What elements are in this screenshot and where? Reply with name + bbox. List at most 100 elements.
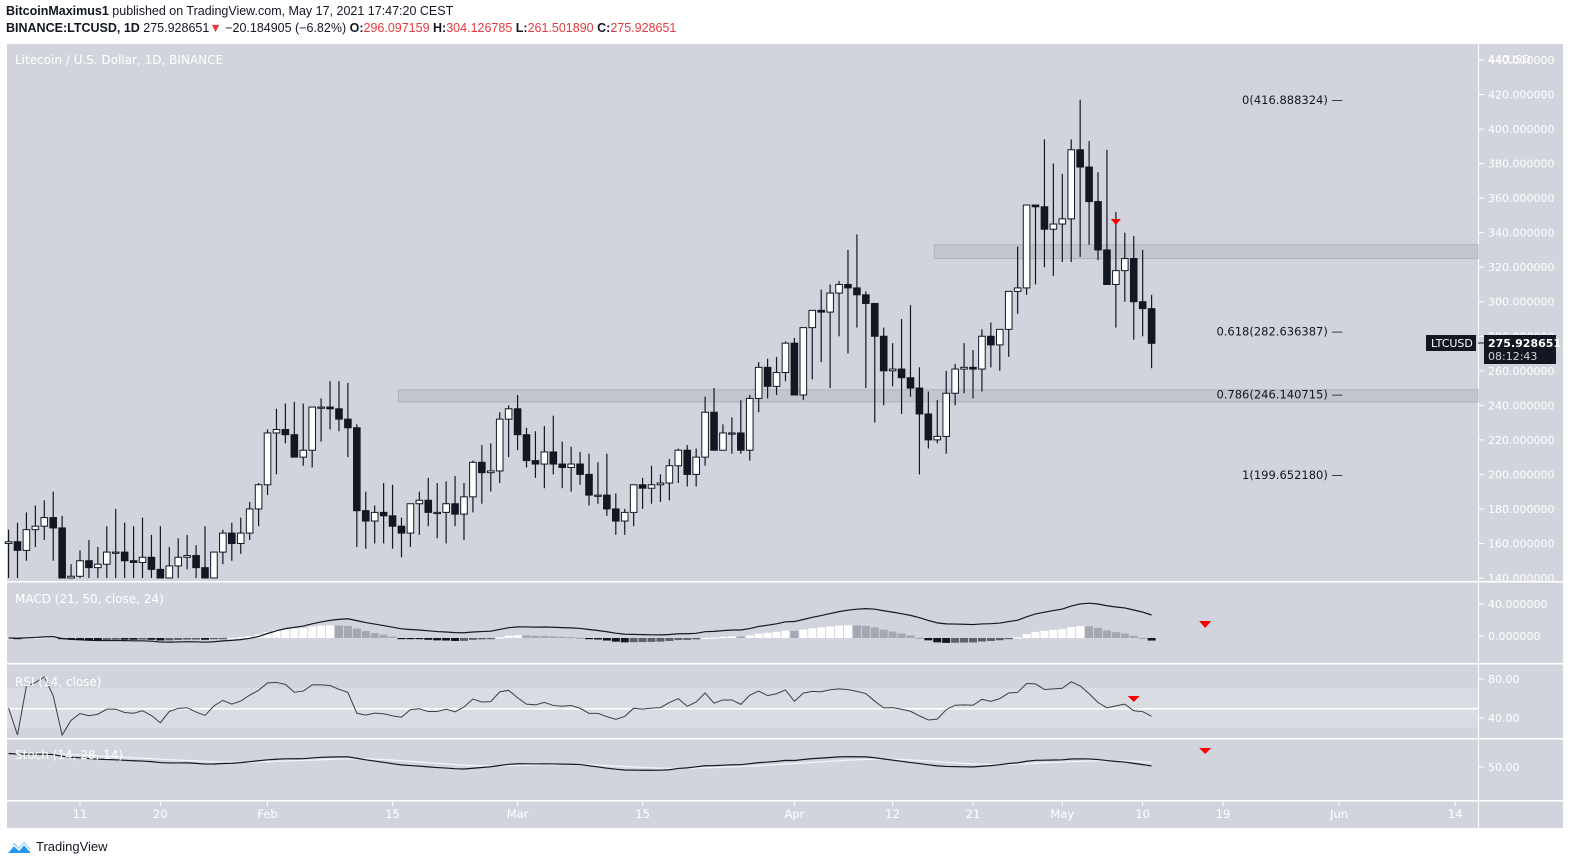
candle: [683, 449, 692, 475]
candle: [906, 377, 915, 389]
candle: [754, 366, 763, 399]
time-tick: 19: [1216, 807, 1231, 821]
bearish-marker-icon: [1110, 219, 1121, 225]
candle: [272, 429, 281, 434]
candle: [165, 565, 174, 579]
price-tick: 440.000000: [1488, 54, 1554, 67]
bearish-marker-icon: [1199, 748, 1212, 754]
candle: [442, 503, 450, 513]
candle: [745, 397, 754, 451]
candle: [799, 327, 808, 396]
candle: [1121, 258, 1129, 272]
time-tick: 10: [1135, 807, 1150, 821]
price-tick: 240.000000: [1488, 399, 1554, 412]
price-change: −20.184905 (−6.82%): [225, 21, 347, 35]
candle: [1013, 287, 1022, 292]
time-tick: 12: [885, 807, 900, 821]
price-tick: 400.000000: [1488, 123, 1554, 136]
candle: [415, 499, 424, 505]
candle: [326, 406, 334, 410]
candle: [924, 413, 933, 441]
time-tick: Apr: [784, 807, 804, 821]
candle: [629, 484, 638, 513]
symbol-info: BINANCE:LTCUSD, 1D 275.928651▼ −20.18490…: [6, 21, 676, 35]
candle: [58, 527, 66, 579]
candle: [406, 503, 415, 534]
price-tick: 220.000000: [1488, 434, 1554, 447]
candle: [1004, 290, 1013, 330]
price-tick: 340.000000: [1488, 227, 1554, 240]
price-tag-symbol: LTCUSD: [1431, 337, 1473, 350]
candle: [942, 392, 951, 437]
candle: [4, 541, 13, 544]
stoch-pane: [8, 748, 1212, 771]
time-tick: Mar: [507, 807, 529, 821]
time-tick: 15: [385, 807, 400, 821]
candle: [1067, 149, 1076, 220]
stoch-label: Stoch (14, 28, 14): [15, 748, 123, 762]
candle: [495, 418, 504, 472]
candle: [888, 368, 897, 372]
candle: [174, 556, 183, 567]
price-tick: 160.000000: [1488, 537, 1554, 550]
candle: [129, 560, 138, 563]
price-tick: 320.000000: [1488, 261, 1554, 274]
candle: [1129, 258, 1138, 303]
tradingview-logo-icon: [7, 842, 31, 853]
price-tag: LTCUSD 275.928651 08:12:43: [1426, 335, 1561, 364]
candle: [1112, 270, 1120, 285]
candle: [862, 294, 870, 304]
candle: [111, 551, 120, 554]
last-price: 275.928651: [143, 21, 210, 35]
time-tick: 11: [73, 807, 88, 821]
candle: [522, 434, 531, 462]
candle: [13, 541, 22, 551]
candle: [665, 465, 674, 484]
candle: [120, 551, 129, 562]
candle: [1049, 223, 1058, 230]
time-tick: 15: [635, 807, 650, 821]
candle: [290, 434, 299, 458]
candle: [763, 366, 772, 387]
candle: [728, 432, 736, 435]
candle: [40, 517, 49, 527]
chart-title: Litecoin / U.S. Dollar, 1D, BINANCE: [15, 53, 223, 67]
candle: [844, 283, 852, 289]
candle: [835, 283, 843, 294]
candle: [486, 470, 495, 474]
currency-label: USD: [1507, 53, 1531, 66]
price-tick: 140.000000: [1488, 572, 1554, 585]
candle: [1058, 218, 1067, 225]
candle: [210, 551, 218, 579]
candle: [245, 508, 254, 534]
candle: [299, 449, 308, 458]
candle: [388, 515, 397, 527]
candle: [1076, 149, 1084, 168]
candle: [1022, 204, 1031, 289]
price-tick: 260.000000: [1488, 365, 1554, 378]
macd-label: MACD (21, 50, close, 24): [15, 592, 164, 606]
candle: [995, 328, 1004, 346]
price-tick: 380.000000: [1488, 158, 1554, 171]
price-tick: 420.000000: [1488, 89, 1554, 102]
author-name[interactable]: BitcoinMaximus1: [6, 4, 109, 18]
axes: 440.000000 420.000000 400.000000 380.000000…: [73, 53, 1555, 821]
candle: [567, 463, 575, 468]
footer-brand[interactable]: TradingView: [6, 838, 108, 854]
low-label: L:: [515, 21, 528, 35]
close-label: C:: [597, 21, 611, 35]
candle: [478, 461, 486, 474]
candle: [201, 567, 209, 579]
candle: [969, 366, 977, 370]
candle: [183, 555, 191, 558]
publish-text: published on TradingView.com, May 17, 20…: [108, 4, 454, 18]
bearish-marker-icon: [1127, 696, 1140, 702]
high-value: 304.126785: [446, 21, 513, 35]
candle: [710, 411, 718, 451]
candle: [94, 563, 102, 569]
candle: [1085, 166, 1093, 203]
candle: [263, 432, 272, 486]
candle: [219, 532, 227, 553]
candle: [808, 309, 817, 329]
